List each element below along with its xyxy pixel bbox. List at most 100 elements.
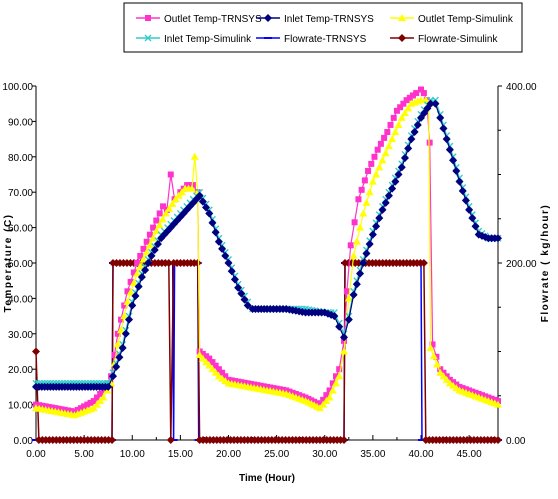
- series-line: [35, 99, 499, 416]
- legend-swatch-marker: [398, 14, 406, 21]
- data-point: [167, 171, 174, 178]
- legend-item: Inlet Temp-TRNSYS: [256, 14, 374, 25]
- data-point: [128, 301, 137, 310]
- data-point: [378, 205, 387, 214]
- data-point: [352, 237, 361, 245]
- data-point: [378, 156, 387, 164]
- data-point: [384, 129, 391, 136]
- data-point: [77, 405, 84, 412]
- data-point: [203, 353, 210, 360]
- data-point: [187, 184, 196, 192]
- data-point: [329, 380, 336, 387]
- data-point: [160, 203, 167, 210]
- data-point: [362, 198, 371, 206]
- data-point: [340, 347, 348, 355]
- data-point: [445, 145, 454, 154]
- data-point: [104, 382, 113, 391]
- data-point: [209, 359, 216, 366]
- data-point: [143, 238, 150, 245]
- data-point: [211, 368, 220, 376]
- data-point: [365, 240, 374, 249]
- data-point: [118, 316, 125, 323]
- legend-label: Flowrate-Simulink: [418, 34, 498, 45]
- data-point: [161, 209, 170, 217]
- y-tick-label: 90.00: [8, 117, 33, 128]
- y2-tick-label: 0.00: [506, 436, 526, 447]
- data-point: [218, 244, 227, 253]
- y2-tick-label: 400.00: [506, 82, 537, 93]
- data-point: [335, 322, 344, 331]
- data-point: [202, 203, 211, 212]
- data-point: [331, 379, 340, 387]
- data-point: [93, 394, 100, 401]
- data-point: [400, 109, 409, 117]
- data-point: [431, 99, 440, 108]
- data-point: [406, 94, 413, 101]
- data-point: [149, 234, 158, 242]
- data-point: [390, 114, 397, 121]
- data-point: [340, 333, 348, 342]
- x-tick-label: 25.00: [264, 449, 289, 460]
- data-point: [413, 120, 422, 129]
- data-point: [420, 90, 427, 97]
- data-point: [436, 113, 445, 122]
- data-point: [362, 249, 371, 258]
- data-point: [442, 135, 451, 144]
- data-point: [141, 266, 150, 275]
- data-point: [113, 340, 122, 348]
- legend-item: Flowrate-Simulink: [390, 34, 498, 45]
- data-point: [109, 372, 117, 381]
- data-point: [387, 121, 394, 128]
- legend-label: Outlet Temp-TRNSYS: [164, 14, 262, 25]
- y-tick-label: 20.00: [8, 365, 33, 376]
- y2-tick-label: 200.00: [506, 259, 537, 270]
- legend-label: Inlet Temp-Simulink: [164, 34, 252, 45]
- data-point: [156, 210, 163, 217]
- y-tick-label: 50.00: [8, 259, 33, 270]
- data-point: [355, 196, 362, 203]
- data-point: [190, 152, 199, 160]
- y-tick-label: 80.00: [8, 153, 33, 164]
- data-point: [89, 404, 98, 412]
- x-tick-label: 30.00: [312, 449, 337, 460]
- series-5: [32, 259, 502, 444]
- data-point: [137, 252, 144, 259]
- data-point: [365, 167, 372, 174]
- y-tick-label: 60.00: [8, 224, 33, 235]
- data-point: [96, 397, 105, 405]
- x-tick-label: 15.00: [168, 449, 193, 460]
- data-point: [168, 200, 177, 207]
- legend-swatch-marker: [264, 14, 272, 22]
- data-point: [74, 406, 81, 413]
- series-line: [36, 262, 498, 441]
- data-point: [400, 153, 409, 162]
- data-point: [368, 177, 377, 185]
- data-point: [426, 139, 433, 146]
- data-point: [358, 186, 365, 193]
- data-point: [140, 245, 147, 252]
- data-point: [375, 163, 384, 171]
- data-point: [359, 209, 368, 217]
- data-point: [351, 219, 358, 226]
- data-point: [136, 262, 145, 270]
- y-tick-label: 30.00: [8, 330, 33, 341]
- data-point: [100, 387, 107, 394]
- data-point: [121, 329, 130, 338]
- data-point: [407, 135, 416, 144]
- data-point: [433, 360, 442, 368]
- legend-label: Flowrate-TRNSYS: [284, 34, 367, 45]
- data-point: [134, 282, 143, 291]
- legend-label: Outlet Temp-Simulink: [418, 14, 514, 25]
- data-point: [461, 196, 470, 205]
- data-point: [343, 288, 350, 295]
- data-point: [371, 153, 378, 160]
- data-point: [198, 354, 207, 362]
- data-point: [127, 278, 134, 285]
- y-ticks: 0.00 10.00 20.00 30.00 40.00 50.00 60.00 70.00 8…: [2, 82, 36, 447]
- data-point: [391, 128, 400, 136]
- data-point: [215, 366, 222, 373]
- data-point: [381, 198, 390, 207]
- data-point: [90, 398, 97, 405]
- data-point: [429, 352, 438, 360]
